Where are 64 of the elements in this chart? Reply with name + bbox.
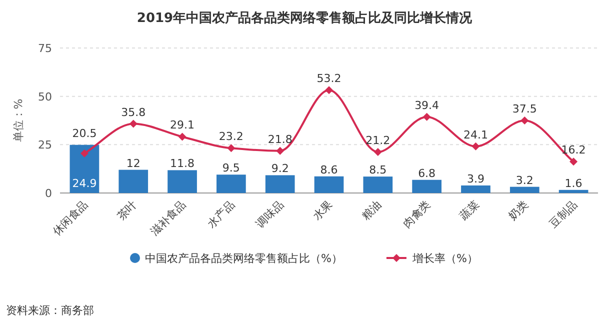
bar (558, 190, 588, 193)
bar (168, 170, 197, 193)
x-tick-label: 休闲食品 (50, 198, 91, 238)
x-tick-label: 蔬菜 (457, 198, 482, 223)
y-tick-label: 75 (38, 42, 52, 55)
x-tick-label: 肉禽类 (400, 198, 433, 230)
text: 资料来源：商务部 (6, 304, 94, 317)
data-label: 9.2 (271, 162, 289, 176)
bar (412, 180, 442, 193)
point (276, 146, 284, 155)
data-label: 3.2 (516, 174, 534, 187)
point (570, 158, 578, 166)
point (178, 132, 186, 141)
x-tick-label: 粮油 (359, 198, 384, 223)
data-label: 1.6 (564, 176, 582, 190)
bar (216, 174, 246, 193)
x-tick-label: 水果 (310, 198, 336, 223)
legend-label: 增长率（%） (411, 252, 478, 265)
data-label: 3.9 (466, 172, 484, 186)
data-label: 20.5 (72, 126, 97, 140)
legend-label: 中国农产品各品类网络零售额占比（%） (145, 252, 342, 265)
bar (70, 144, 100, 193)
data-label: 21.2 (366, 134, 390, 148)
data-label: 29.1 (170, 118, 195, 132)
data-label: 35.8 (121, 106, 146, 119)
data-label: 9.5 (222, 162, 240, 175)
point (227, 144, 236, 152)
point (325, 86, 333, 94)
data-label: 53.2 (316, 72, 342, 86)
x-tick-label: 豆制品 (547, 198, 580, 230)
data-label: 11.8 (170, 157, 195, 170)
data-label: 12 (126, 156, 140, 170)
data-label: 16.2 (561, 144, 586, 157)
y-tick-label: 50 (38, 90, 52, 104)
data-label: 23.2 (218, 130, 244, 144)
x-tick-label: 滋补食品 (148, 198, 188, 238)
point (374, 148, 382, 156)
data-label: 37.5 (512, 102, 537, 116)
data-label: 39.4 (414, 98, 440, 112)
bar (510, 186, 540, 193)
bar (118, 170, 148, 193)
bar (265, 175, 295, 193)
x-tick-label: 调味品 (254, 198, 286, 230)
y-axis-title: 单位：% (12, 98, 25, 142)
x-tick-label: 水产品 (204, 198, 238, 230)
point (129, 120, 138, 128)
point (472, 142, 480, 150)
bar (461, 185, 490, 193)
point (422, 112, 431, 121)
data-label: 8.6 (320, 163, 338, 176)
data-label: 24.9 (72, 177, 97, 190)
x-tick-label: 茶叶 (114, 198, 140, 223)
chart-title: 2019年中国农产品各品类网络零售额占比及同比增长情况 (136, 10, 474, 26)
x-tick-label: 奶类 (506, 198, 531, 223)
bar (314, 176, 344, 193)
bar (363, 176, 393, 193)
data-label: 6.8 (418, 166, 436, 180)
point (80, 149, 88, 158)
data-label: 24.1 (463, 128, 488, 142)
data-label: 8.5 (369, 164, 387, 177)
y-tick-label: 25 (38, 138, 52, 152)
data-label: 21.8 (268, 132, 292, 146)
y-tick-label: 0 (45, 187, 52, 200)
point (520, 116, 529, 124)
